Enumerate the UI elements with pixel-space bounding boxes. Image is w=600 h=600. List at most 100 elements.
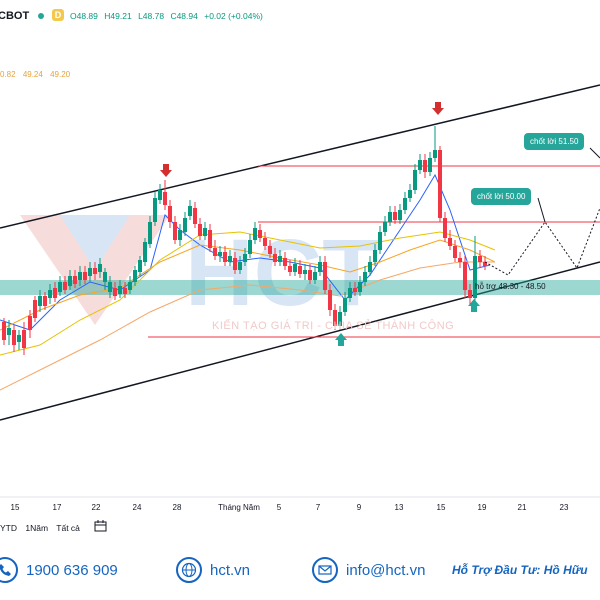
change-value: +0.02 (+0.04%) bbox=[204, 11, 263, 21]
x-tick-label: 15 bbox=[10, 503, 20, 512]
projection-path bbox=[484, 207, 600, 276]
candle-body bbox=[198, 224, 202, 236]
globe-icon bbox=[176, 557, 202, 583]
x-tick-label: 19 bbox=[477, 503, 487, 512]
candle-body bbox=[158, 190, 162, 200]
candle-body bbox=[103, 272, 107, 282]
support-zone[interactable] bbox=[0, 280, 600, 295]
footer-support: Hỗ Trợ Đầu Tư: Hồ Hữu bbox=[452, 563, 588, 577]
up-arrow-icon bbox=[468, 299, 480, 312]
candle-body bbox=[378, 232, 382, 250]
candle-body bbox=[388, 212, 392, 222]
calendar-icon[interactable] bbox=[94, 520, 107, 532]
candle-body bbox=[288, 266, 292, 272]
support-label: hỗ trợ 48.30 - 48.50 bbox=[475, 282, 546, 291]
candle-body bbox=[293, 264, 297, 272]
x-axis-labels: 15 17 22 24 28 Tháng Năm 5 7 9 13 15 19 21 23 bbox=[0, 503, 600, 517]
candle-body bbox=[353, 288, 357, 292]
range-1y[interactable]: 1Năm bbox=[25, 523, 49, 533]
candle-body bbox=[168, 206, 172, 222]
candle-body bbox=[238, 262, 242, 270]
email-link: info@hct.vn bbox=[346, 561, 426, 579]
symbol-label[interactable]: CBOT bbox=[0, 10, 30, 22]
target-1-callout[interactable]: chốt lời 51.50 bbox=[524, 133, 585, 150]
candle-body bbox=[458, 258, 462, 262]
candle-body bbox=[363, 272, 367, 282]
candle-body bbox=[433, 150, 437, 158]
candle-body bbox=[38, 296, 42, 306]
candle-body bbox=[368, 262, 372, 272]
x-tick-label: 28 bbox=[172, 503, 182, 512]
ma-value: 0.82 bbox=[0, 70, 16, 79]
candle-body bbox=[7, 328, 11, 335]
candle-body bbox=[203, 228, 207, 236]
candle-body bbox=[323, 262, 327, 290]
candle-body bbox=[133, 270, 137, 282]
candle-body bbox=[473, 256, 477, 298]
open-value: O48.89 bbox=[70, 11, 98, 21]
candle-body bbox=[148, 222, 152, 244]
candle-body bbox=[298, 266, 302, 274]
ma-line-long bbox=[0, 261, 495, 391]
target-2-callout[interactable]: chốt lời 50.00 bbox=[471, 188, 532, 205]
candle-body bbox=[2, 322, 6, 340]
candle-body bbox=[418, 160, 422, 170]
candle-body bbox=[153, 198, 157, 222]
candle-body bbox=[208, 230, 212, 248]
website-link: hct.vn bbox=[210, 561, 251, 579]
candle-body bbox=[243, 254, 247, 262]
candle-body bbox=[408, 190, 412, 198]
candle-body bbox=[78, 272, 82, 280]
market-status-dot bbox=[38, 13, 44, 19]
candle-body bbox=[263, 238, 267, 246]
candle-body bbox=[58, 282, 62, 292]
ohlc-readout: O48.89 H49.21 L48.78 C48.94 +0.02 (+0.04… bbox=[70, 11, 267, 21]
ma-line-short bbox=[0, 173, 491, 331]
ma-value: 49.24 bbox=[22, 70, 43, 79]
candle-body bbox=[308, 270, 312, 280]
candle-body bbox=[83, 272, 87, 280]
data-flag-icon[interactable]: D bbox=[52, 9, 64, 21]
x-tick-label: 5 bbox=[276, 503, 282, 512]
candle-body bbox=[348, 288, 352, 298]
range-all[interactable]: Tất cả bbox=[56, 523, 80, 533]
candle-body bbox=[17, 335, 21, 342]
x-tick-label: 9 bbox=[356, 503, 362, 512]
candle-body bbox=[98, 264, 102, 272]
candle-body bbox=[43, 296, 47, 306]
candle-body bbox=[173, 222, 177, 240]
range-ytd[interactable]: YTD bbox=[0, 523, 17, 533]
support-text: Hỗ Trợ Đầu Tư: Hồ Hữu bbox=[452, 563, 588, 577]
candle-body bbox=[48, 290, 52, 298]
down-arrow-icon bbox=[160, 164, 172, 177]
candle-body bbox=[93, 268, 97, 274]
candle-body bbox=[383, 222, 387, 232]
candle-body bbox=[338, 312, 342, 326]
x-tick-label: 21 bbox=[517, 503, 527, 512]
x-tick-label: 7 bbox=[315, 503, 321, 512]
watermark-slogan: KIẾN TẠO GIÁ TRỊ - CHIA SẺ THÀNH CÔNG bbox=[212, 320, 455, 332]
candle-body bbox=[453, 246, 457, 258]
up-arrow-icon bbox=[335, 333, 347, 346]
candle-body bbox=[328, 290, 332, 310]
candle-body bbox=[483, 262, 487, 266]
contact-footer: 1900 636 909 hct.vn info@hct.vn Hỗ Trợ Đ… bbox=[0, 543, 600, 600]
x-tick-label: 23 bbox=[559, 503, 569, 512]
candle-body bbox=[413, 170, 417, 190]
x-tick-label: Tháng Năm bbox=[218, 503, 260, 512]
candle-body bbox=[448, 238, 452, 246]
channel-upper-line[interactable] bbox=[0, 84, 600, 229]
candle-body bbox=[268, 246, 272, 254]
footer-email[interactable]: info@hct.vn bbox=[312, 557, 425, 583]
footer-phone[interactable]: 1900 636 909 bbox=[0, 557, 118, 583]
candle-body bbox=[138, 260, 142, 272]
close-value: C48.94 bbox=[170, 11, 198, 21]
candle-body bbox=[428, 158, 432, 172]
candle-body bbox=[68, 276, 72, 286]
channel-lower-line[interactable] bbox=[0, 261, 600, 421]
candle-body bbox=[273, 254, 277, 262]
chart-header: CBOT D O48.89 H49.21 L48.78 C48.94 +0.02… bbox=[0, 0, 600, 34]
footer-web[interactable]: hct.vn bbox=[176, 557, 250, 583]
candle-body bbox=[443, 218, 447, 238]
